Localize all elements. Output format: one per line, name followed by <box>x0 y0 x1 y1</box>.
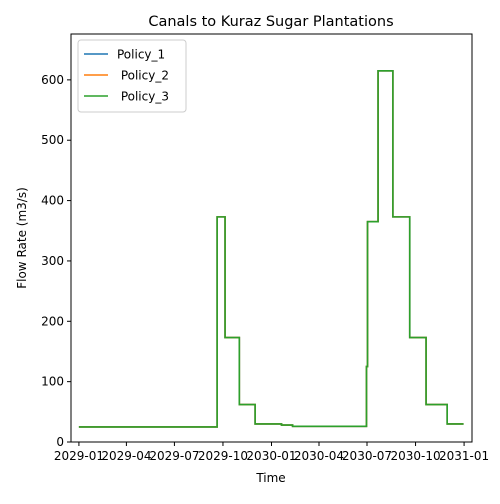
y-tick-label: 0 <box>56 435 64 449</box>
x-tick-label: 2030-01 <box>246 449 296 463</box>
x-tick-label: 2031-01 <box>439 449 489 463</box>
series-line-1 <box>78 70 464 428</box>
legend: Policy_1 Policy_2 Policy_3 <box>77 39 187 113</box>
y-tick-label: 100 <box>41 375 64 389</box>
x-tick-label: 2030-04 <box>294 449 344 463</box>
y-tick-label: 400 <box>41 194 64 208</box>
chart-title: Canals to Kuraz Sugar Plantations <box>148 14 393 30</box>
y-axis-ticks: 0 100 200 300 400 500 600 <box>41 73 71 449</box>
series-line-3 <box>78 70 464 428</box>
y-tick-label: 500 <box>41 133 64 147</box>
legend-items: Policy_1 Policy_2 Policy_3 <box>84 48 169 104</box>
x-axis-label: Time <box>255 471 285 485</box>
x-tick-label: 2029-01 <box>54 449 104 463</box>
legend-box <box>77 39 187 113</box>
x-axis-ticks: 2029-012029-042029-072029-102030-012030-… <box>54 442 489 463</box>
x-tick-label: 2029-10 <box>198 449 248 463</box>
series-line-2 <box>78 70 464 428</box>
legend-label-3: Policy_3 <box>117 90 169 104</box>
y-axis-label: Flow Rate (m3/s) <box>15 187 29 289</box>
y-tick-label: 300 <box>41 254 64 268</box>
series-lines <box>78 70 464 428</box>
legend-label-2: Policy_2 <box>117 69 169 83</box>
y-tick-label: 600 <box>41 73 64 87</box>
x-tick-label: 2030-10 <box>390 449 440 463</box>
x-tick-label: 2029-04 <box>101 449 151 463</box>
x-tick-label: 2029-07 <box>149 449 199 463</box>
y-tick-label: 200 <box>41 314 64 328</box>
x-tick-label: 2030-07 <box>342 449 392 463</box>
legend-label-1: Policy_1 <box>117 48 165 62</box>
